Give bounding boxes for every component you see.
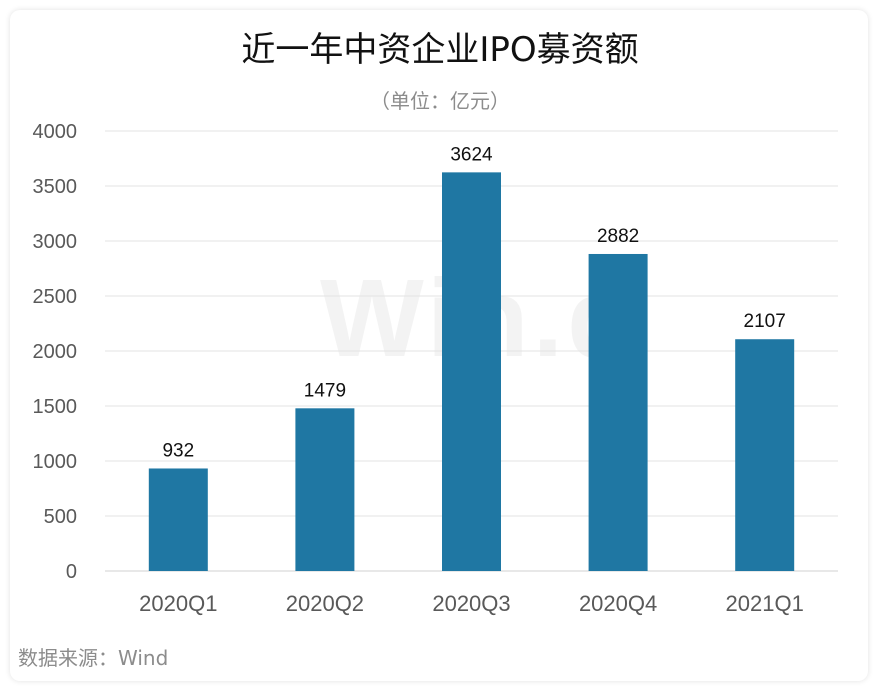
data-label: 3624	[450, 144, 493, 165]
x-tick-label: 2021Q1	[726, 591, 804, 616]
y-tick-label: 3000	[33, 231, 78, 253]
y-tick-label: 1500	[33, 396, 78, 418]
chart-title: 近一年中资企业IPO募资额	[241, 30, 639, 70]
y-tick-label: 3500	[33, 176, 78, 198]
y-tick-label: 0	[66, 561, 77, 583]
data-label: 2107	[744, 311, 786, 332]
y-tick-label: 2500	[33, 286, 78, 308]
x-tick-label: 2020Q3	[432, 591, 510, 616]
bar	[442, 172, 501, 572]
x-tick-label: 2020Q4	[579, 591, 657, 616]
data-label: 2882	[597, 226, 639, 247]
data-source: 数据来源：Wind	[18, 646, 169, 670]
bar	[735, 339, 795, 571]
chart-subtitle: （单位：亿元）	[370, 89, 510, 113]
x-tick-label: 2020Q1	[139, 591, 217, 616]
y-tick-label: 500	[44, 506, 77, 528]
data-label: 932	[162, 440, 194, 461]
bar	[148, 468, 208, 571]
bar	[588, 253, 648, 572]
data-label: 1479	[304, 380, 346, 401]
y-tick-label: 4000	[33, 121, 78, 143]
bar	[295, 408, 355, 571]
y-tick-label: 1000	[33, 451, 78, 473]
y-tick-label: 2000	[33, 341, 78, 363]
x-tick-label: 2020Q2	[286, 591, 364, 616]
